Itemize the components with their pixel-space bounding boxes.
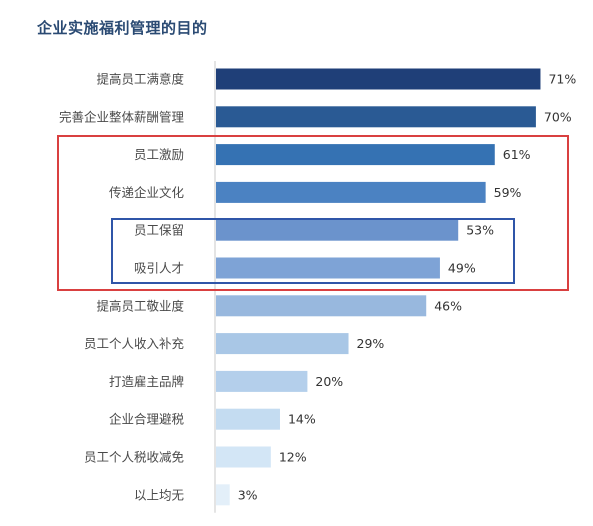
category-label: 员工激励 xyxy=(134,147,184,162)
bar xyxy=(216,484,230,506)
bar xyxy=(216,295,427,317)
value-label: 70% xyxy=(544,109,572,124)
highlight-box-red xyxy=(57,135,569,291)
category-label: 吸引人才 xyxy=(134,261,184,276)
category-label: 企业合理避税 xyxy=(109,412,185,427)
bar xyxy=(216,370,308,392)
category-label: 以上均无 xyxy=(134,487,184,502)
category-label: 员工保留 xyxy=(134,223,184,238)
value-label: 49% xyxy=(448,261,476,276)
category-label: 完善企业整体薪酬管理 xyxy=(59,109,185,124)
category-label: 提高员工满意度 xyxy=(96,72,184,87)
bar xyxy=(216,333,349,355)
value-label: 71% xyxy=(548,72,576,87)
bar xyxy=(216,408,280,430)
value-label: 61% xyxy=(503,147,531,162)
value-label: 53% xyxy=(466,223,494,238)
value-label: 12% xyxy=(279,450,307,465)
bar xyxy=(216,446,271,468)
bar xyxy=(216,144,495,166)
value-label: 59% xyxy=(494,185,522,200)
value-label: 46% xyxy=(434,298,462,313)
bar xyxy=(216,68,541,90)
category-label: 打造雇主品牌 xyxy=(109,374,184,389)
value-label: 3% xyxy=(238,487,258,502)
category-label: 传递企业文化 xyxy=(109,185,185,200)
chart-title: 企业实施福利管理的目的 xyxy=(37,19,208,37)
bar xyxy=(216,181,486,203)
highlight-box-blue xyxy=(111,218,515,284)
value-label: 29% xyxy=(357,336,385,351)
bar xyxy=(216,219,459,241)
value-label: 14% xyxy=(288,412,316,427)
category-label: 员工个人税收减免 xyxy=(84,450,184,465)
category-label: 员工个人收入补充 xyxy=(84,336,184,351)
category-label: 提高员工敬业度 xyxy=(96,298,184,313)
value-label: 20% xyxy=(315,374,343,389)
bar xyxy=(216,106,536,128)
bar xyxy=(216,257,440,279)
